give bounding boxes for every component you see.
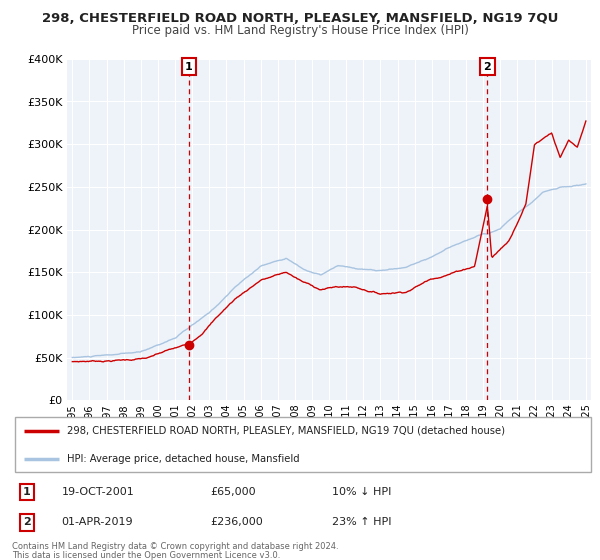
Text: 1: 1 [23, 487, 31, 497]
Text: Price paid vs. HM Land Registry's House Price Index (HPI): Price paid vs. HM Land Registry's House … [131, 24, 469, 37]
Text: 19-OCT-2001: 19-OCT-2001 [61, 487, 134, 497]
Text: 2: 2 [484, 62, 491, 72]
Text: 10% ↓ HPI: 10% ↓ HPI [332, 487, 391, 497]
Text: £236,000: £236,000 [210, 517, 263, 528]
Text: This data is licensed under the Open Government Licence v3.0.: This data is licensed under the Open Gov… [12, 551, 280, 560]
Text: 2: 2 [23, 517, 31, 528]
Text: 298, CHESTERFIELD ROAD NORTH, PLEASLEY, MANSFIELD, NG19 7QU: 298, CHESTERFIELD ROAD NORTH, PLEASLEY, … [42, 12, 558, 25]
Text: 23% ↑ HPI: 23% ↑ HPI [332, 517, 392, 528]
Text: HPI: Average price, detached house, Mansfield: HPI: Average price, detached house, Mans… [67, 454, 300, 464]
Text: £65,000: £65,000 [210, 487, 256, 497]
FancyBboxPatch shape [15, 417, 591, 473]
Text: 298, CHESTERFIELD ROAD NORTH, PLEASLEY, MANSFIELD, NG19 7QU (detached house): 298, CHESTERFIELD ROAD NORTH, PLEASLEY, … [67, 426, 505, 436]
Text: 1: 1 [185, 62, 193, 72]
Text: 01-APR-2019: 01-APR-2019 [61, 517, 133, 528]
Text: Contains HM Land Registry data © Crown copyright and database right 2024.: Contains HM Land Registry data © Crown c… [12, 542, 338, 551]
